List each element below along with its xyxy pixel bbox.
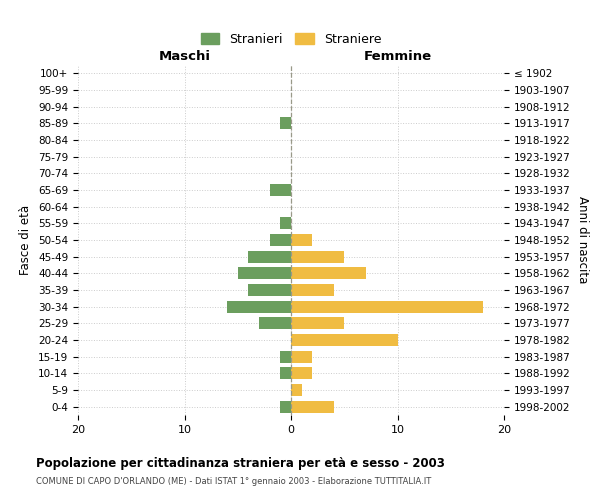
Bar	[270, 184, 291, 196]
Bar	[280, 218, 291, 230]
Bar	[248, 284, 291, 296]
Bar	[280, 350, 291, 362]
Bar	[291, 318, 344, 330]
Bar	[280, 400, 291, 412]
Bar	[291, 350, 313, 362]
Text: COMUNE DI CAPO D'ORLANDO (ME) - Dati ISTAT 1° gennaio 2003 - Elaborazione TUTTIT: COMUNE DI CAPO D'ORLANDO (ME) - Dati IST…	[36, 478, 431, 486]
Bar	[291, 268, 365, 280]
Text: Popolazione per cittadinanza straniera per età e sesso - 2003: Popolazione per cittadinanza straniera p…	[36, 458, 445, 470]
Legend: Stranieri, Straniere: Stranieri, Straniere	[197, 29, 385, 50]
Bar	[291, 334, 398, 346]
Y-axis label: Fasce di età: Fasce di età	[19, 205, 32, 275]
Y-axis label: Anni di nascita: Anni di nascita	[576, 196, 589, 284]
Bar	[280, 118, 291, 130]
Bar	[227, 300, 291, 312]
Bar	[291, 234, 313, 246]
Bar	[270, 234, 291, 246]
Text: Femmine: Femmine	[364, 50, 431, 64]
Text: Maschi: Maschi	[158, 50, 211, 64]
Bar	[291, 284, 334, 296]
Bar	[291, 384, 302, 396]
Bar	[238, 268, 291, 280]
Bar	[291, 368, 313, 380]
Bar	[248, 250, 291, 262]
Bar	[259, 318, 291, 330]
Bar	[291, 250, 344, 262]
Bar	[291, 400, 334, 412]
Bar	[291, 300, 483, 312]
Bar	[280, 368, 291, 380]
